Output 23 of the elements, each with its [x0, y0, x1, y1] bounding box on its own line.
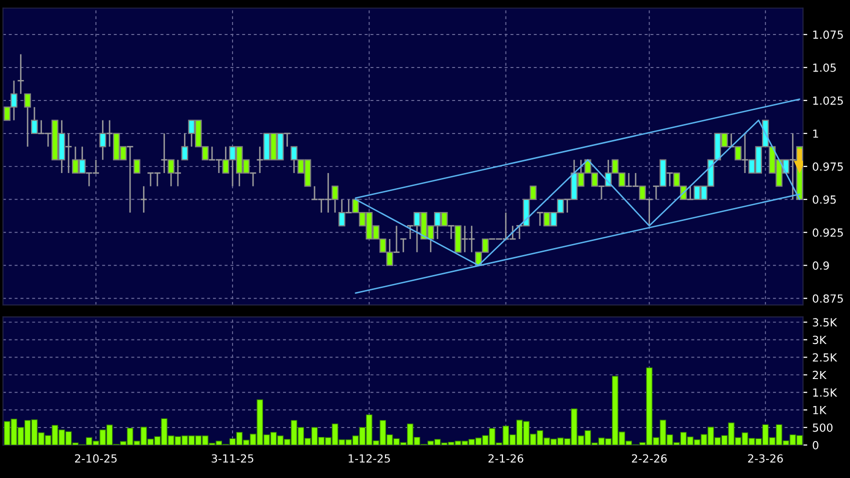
- x-tick-label: 2-1-26: [488, 454, 524, 463]
- x-tick-label: 2-10-25: [75, 454, 117, 463]
- y-tick-label: 1.05: [813, 63, 836, 72]
- y-tick-label: 3K: [812, 336, 827, 344]
- y-tick-label: 1K: [813, 406, 827, 414]
- y-tick-label: 0.95: [812, 195, 836, 204]
- x-tick-label: 1-12-25: [348, 454, 390, 463]
- y-tick-label: 0.975: [812, 162, 843, 171]
- y-tick-label: 500: [812, 423, 832, 432]
- y-tick-label: 3.5K: [812, 318, 838, 327]
- y-tick-label: 1.025: [813, 96, 843, 105]
- y-tick-label: 0: [812, 440, 818, 450]
- y-tick-label: 1: [813, 130, 818, 138]
- y-tick-label: 0.925: [812, 228, 843, 237]
- y-tick-label: 0.875: [812, 294, 843, 303]
- x-tick-label: 2-2-26: [632, 454, 667, 463]
- x-tick-label: 3-11-25: [212, 454, 254, 463]
- x-tick-label: 2-3-26: [748, 454, 783, 463]
- y-tick-label: 1.075: [813, 30, 843, 39]
- y-tick-label: 2.5K: [812, 353, 838, 362]
- y-tick-label: 1.5K: [813, 388, 838, 397]
- y-tick-label: 0.9: [812, 261, 829, 270]
- y-tick-label: 2K: [812, 370, 827, 380]
